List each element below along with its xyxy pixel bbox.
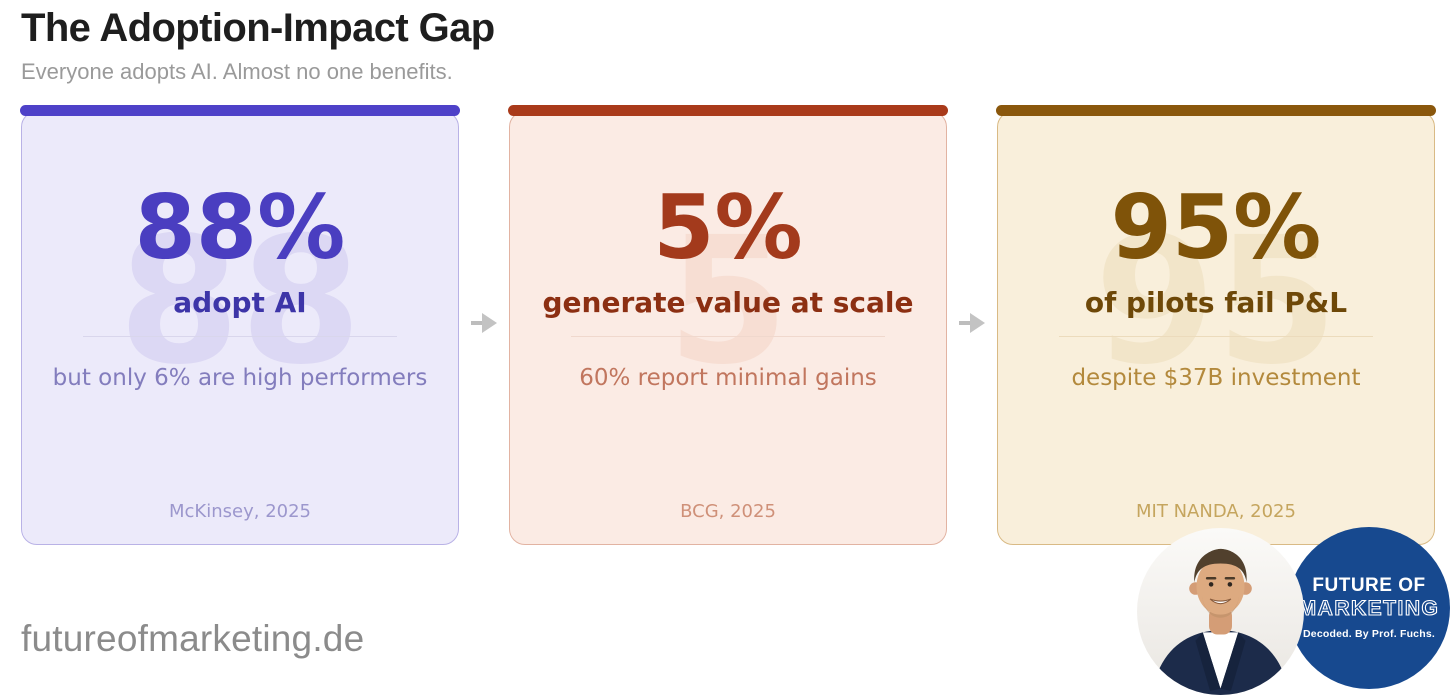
stat-card-pilots-fail: 95 95% of pilots fail P&L despite $37B i…	[996, 105, 1436, 545]
stat-cards-row: 88 88% adopt AI but only 6% are high per…	[20, 105, 1436, 545]
card-accent-bar	[508, 105, 948, 116]
stat-detail: 60% report minimal gains	[579, 364, 877, 391]
header: The Adoption-Impact Gap Everyone adopts …	[21, 6, 495, 85]
ghost-number: 95	[1094, 200, 1338, 404]
connector-cell	[948, 105, 996, 545]
stat-source: BCG, 2025	[680, 501, 776, 522]
arrow-right-icon	[469, 310, 499, 341]
stat-label: adopt AI	[173, 286, 307, 319]
stat-detail: but only 6% are high performers	[52, 364, 428, 391]
card-accent-bar	[996, 105, 1436, 116]
page-subtitle: Everyone adopts AI. Almost no one benefi…	[21, 59, 453, 84]
stat-label: of pilots fail P&L	[1084, 286, 1348, 319]
future-of-marketing-logo: FUTURE OF MARKETING Decoded. By Prof. Fu…	[1288, 527, 1450, 689]
stat-source: MIT NANDA, 2025	[1136, 501, 1296, 522]
card-body: 5 5% generate value at scale 60% report …	[509, 111, 947, 545]
arrow-right-icon	[957, 310, 987, 341]
stat-source: McKinsey, 2025	[169, 501, 311, 522]
prof-fuchs-avatar	[1137, 528, 1304, 695]
divider	[1059, 335, 1373, 337]
divider	[571, 335, 885, 337]
stat-detail: despite $37B investment	[1071, 364, 1361, 391]
stat-card-generate-value: 5 5% generate value at scale 60% report …	[508, 105, 948, 545]
divider	[83, 335, 397, 337]
stat-value: 95%	[1110, 176, 1322, 279]
ghost-number: 5	[667, 200, 789, 404]
logo-text-line2: MARKETING	[1298, 597, 1440, 621]
logo-tagline: Decoded. By Prof. Fuchs.	[1303, 627, 1435, 640]
card-body: 88 88% adopt AI but only 6% are high per…	[21, 111, 459, 545]
connector-cell	[460, 105, 508, 545]
stat-label: generate value at scale	[542, 286, 914, 319]
logo-text-line1: FUTURE OF	[1312, 575, 1426, 597]
stat-value: 5%	[653, 176, 803, 279]
website-url: futureofmarketing.de	[21, 618, 365, 659]
page-title: The Adoption-Impact Gap	[21, 6, 495, 50]
stat-value: 88%	[134, 176, 346, 279]
ghost-number: 88	[118, 200, 362, 404]
card-accent-bar	[20, 105, 460, 116]
card-body: 95 95% of pilots fail P&L despite $37B i…	[997, 111, 1435, 545]
stat-card-adopt-ai: 88 88% adopt AI but only 6% are high per…	[20, 105, 460, 545]
